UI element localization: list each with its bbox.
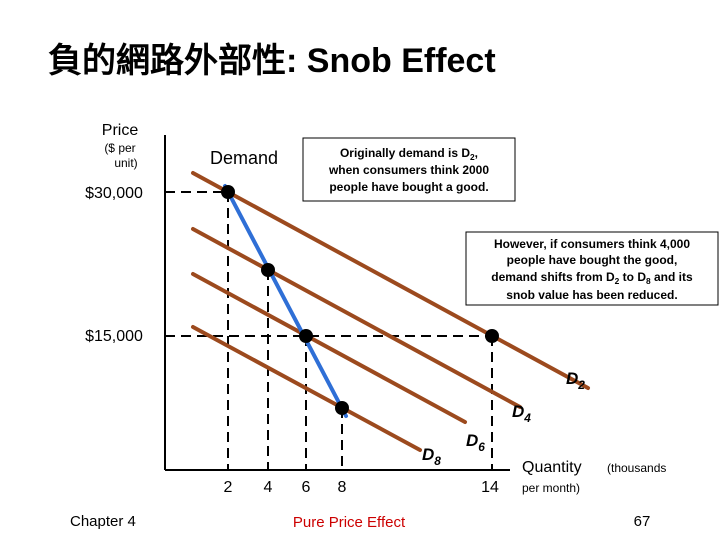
x-tick-label: 8 [338, 479, 347, 496]
shape [261, 263, 275, 277]
text-part: , [475, 146, 478, 160]
text-part: 2 [615, 276, 620, 286]
note2: However, if consumers think 4,000 people… [491, 237, 693, 302]
note-text: Originally demand is D2, [340, 146, 478, 162]
y-tick-label: $15,000 [85, 328, 143, 345]
curve-label: D6 [466, 431, 485, 454]
x-tick-label: 4 [264, 479, 273, 496]
x-axis-unit: per month) [522, 481, 580, 495]
demand-curves [191, 171, 590, 452]
curve-label: D8 [422, 445, 441, 468]
note-text: people have bought the good, [507, 253, 678, 267]
note-text: people have bought a good. [329, 180, 488, 194]
note-text: snob value has been reduced. [506, 288, 677, 302]
text-part: Originally demand is D [340, 146, 470, 160]
text-part: 2 [470, 152, 475, 162]
x-axis-unit: (thousands [607, 461, 666, 475]
points [221, 185, 499, 415]
curve-label: D4 [512, 402, 531, 425]
x-tick-label: 6 [302, 479, 311, 496]
note-text: when consumers think 2000 [328, 163, 489, 177]
shape [335, 401, 349, 415]
guides [165, 191, 493, 470]
text-part: 8 [434, 454, 441, 468]
demand-line [223, 184, 348, 418]
note-box [465, 231, 719, 306]
slide-title: 負的網路外部性: Snob Effect [48, 42, 496, 80]
y-tick-label: $30,000 [85, 185, 143, 202]
x-tick-label: 2 [224, 479, 233, 496]
y-axis-label: Price [102, 122, 139, 139]
text-part: 8 [646, 276, 651, 286]
shape [191, 227, 522, 409]
shape [191, 272, 467, 424]
y-axis-unit: unit) [114, 156, 137, 170]
footer-center: Pure Price Effect [293, 514, 406, 531]
footer-chapter: Chapter 4 [70, 513, 136, 530]
note-text: However, if consumers think 4,000 [494, 237, 690, 251]
demand-label: Demand [210, 148, 278, 168]
text-part: 6 [478, 440, 485, 454]
axes [164, 135, 510, 471]
note-text: demand shifts from D2 to D8 and its [491, 270, 693, 286]
x-ticks: 2 4 6 8 14 [224, 479, 499, 496]
note-box [302, 137, 516, 202]
text-part: to D [619, 270, 646, 284]
shape [221, 185, 235, 199]
note1: Originally demand is D2, when consumers … [328, 146, 489, 194]
shape [191, 171, 590, 390]
x-tick-label: 14 [481, 479, 499, 496]
shape [191, 325, 422, 452]
text-part: demand shifts from D [491, 270, 615, 284]
text-part: D [566, 369, 578, 388]
text-part: D [466, 431, 478, 450]
curve-label: D2 [566, 369, 585, 392]
x-axis-label: Quantity [522, 459, 582, 476]
text-part: 2 [577, 378, 585, 392]
shape [485, 329, 499, 343]
shape [299, 329, 313, 343]
text-part: D [422, 445, 434, 464]
text-part: 4 [523, 411, 531, 425]
text-part: D [512, 402, 524, 421]
y-axis-unit: ($ per [104, 141, 135, 155]
page-number: 67 [634, 513, 651, 530]
text-part: and its [651, 270, 693, 284]
